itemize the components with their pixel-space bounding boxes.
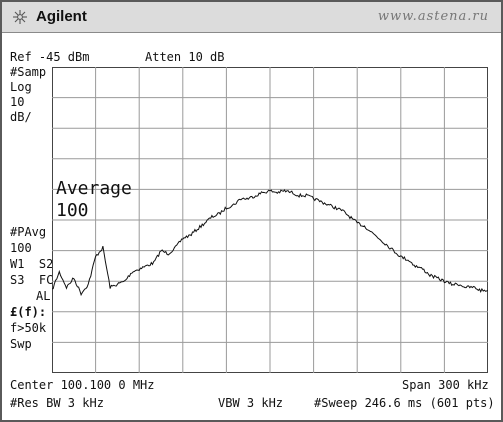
video-bandwidth: VBW 3 kHz xyxy=(218,396,284,410)
center-frequency: Center 100.100 0 MHz xyxy=(10,378,155,392)
trace-w1s2: W1 S2 xyxy=(10,257,54,271)
freq-function: £(f): xyxy=(10,305,47,319)
trace-al: AL xyxy=(36,289,51,303)
scale-type: Log xyxy=(10,80,32,94)
sweep-time: #Sweep 246.6 ms (601 pts) xyxy=(314,396,495,410)
sunburst-logo-icon xyxy=(13,10,27,24)
average-annotation: Average xyxy=(56,178,132,199)
ref-level: Ref -45 dBm xyxy=(10,50,90,64)
freq-condition: f>50k xyxy=(10,321,47,335)
trace-s3fc: S3 FC xyxy=(10,273,54,287)
pavg-label: #PAvg xyxy=(10,225,47,239)
spectrum-plot xyxy=(52,67,488,373)
attenuation: Atten 10 dB xyxy=(145,50,225,64)
brand-label: Agilent xyxy=(36,8,87,25)
resolution-bandwidth: #Res BW 3 kHz xyxy=(10,396,104,410)
sweep-label: Swp xyxy=(10,337,32,351)
scale-unit: dB/ xyxy=(10,110,32,124)
watermark-text: www.astena.ru xyxy=(377,9,489,24)
frequency-span: Span 300 kHz xyxy=(402,378,489,392)
detector-mode: #Samp xyxy=(10,65,47,79)
spectrum-trace xyxy=(52,189,488,297)
title-bar: Agilent www.astena.ru xyxy=(2,2,501,33)
plot-grid xyxy=(52,67,488,373)
pavg-value: 100 xyxy=(10,241,32,255)
scale-value: 10 xyxy=(10,95,25,109)
average-count: 100 xyxy=(56,200,89,221)
